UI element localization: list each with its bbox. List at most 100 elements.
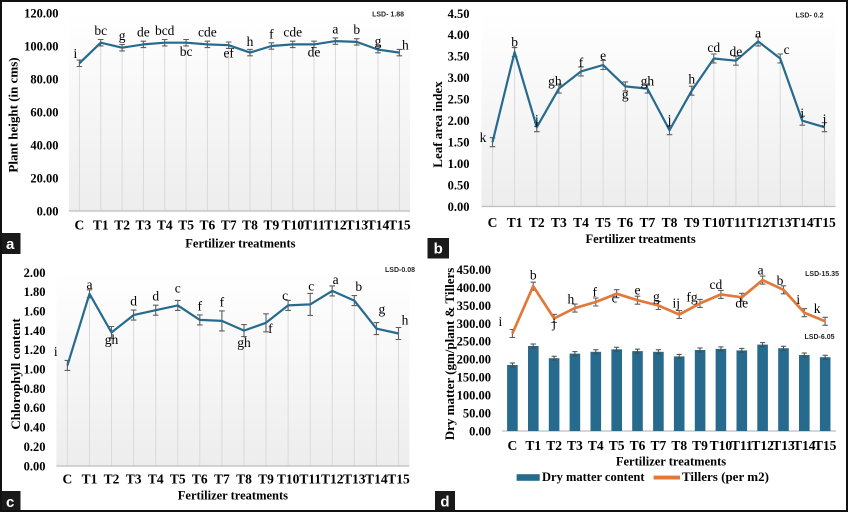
- svg-text:T14: T14: [367, 218, 390, 233]
- svg-text:Fertilizer treatments: Fertilizer treatments: [616, 454, 726, 468]
- svg-text:Dry matter (gm/plant & Tillers: Dry matter (gm/plant & Tillers: [442, 268, 457, 441]
- svg-text:T10: T10: [277, 472, 300, 487]
- svg-text:T15: T15: [814, 438, 837, 453]
- svg-text:d: d: [152, 289, 159, 304]
- svg-text:Plant height (in cms): Plant height (in cms): [6, 57, 21, 172]
- svg-text:f: f: [269, 26, 274, 41]
- svg-text:de: de: [730, 44, 743, 59]
- svg-text:T6: T6: [200, 218, 216, 233]
- svg-text:bcd: bcd: [155, 23, 175, 38]
- svg-text:60.00: 60.00: [30, 105, 58, 119]
- svg-text:LSD- 1.88: LSD- 1.88: [372, 12, 404, 19]
- svg-text:fg: fg: [686, 289, 697, 304]
- svg-text:e: e: [600, 48, 606, 63]
- svg-text:T8: T8: [671, 438, 687, 453]
- svg-text:200.00: 200.00: [457, 353, 491, 367]
- svg-text:T9: T9: [258, 472, 274, 487]
- svg-text:2.50: 2.50: [448, 93, 470, 107]
- svg-text:0.80: 0.80: [24, 382, 46, 396]
- svg-text:i: i: [74, 46, 78, 61]
- svg-text:e: e: [635, 283, 641, 298]
- svg-text:T2: T2: [104, 472, 120, 487]
- svg-text:T1: T1: [507, 215, 523, 230]
- svg-text:0.50: 0.50: [448, 178, 470, 192]
- svg-text:k: k: [814, 301, 821, 316]
- svg-text:0.00: 0.00: [24, 459, 46, 473]
- svg-text:T1: T1: [93, 218, 109, 233]
- svg-text:T14: T14: [791, 215, 814, 230]
- svg-text:T11: T11: [299, 472, 321, 487]
- svg-text:k: k: [480, 130, 487, 145]
- svg-text:T12: T12: [747, 215, 770, 230]
- svg-text:Leaf area index: Leaf area index: [430, 81, 445, 168]
- svg-text:b: b: [434, 241, 443, 258]
- svg-text:c: c: [612, 291, 618, 306]
- svg-text:Dry matter content: Dry matter content: [542, 470, 645, 484]
- svg-text:1.20: 1.20: [24, 343, 46, 357]
- svg-text:LSD- 0.2: LSD- 0.2: [795, 13, 823, 20]
- svg-text:T10: T10: [710, 438, 733, 453]
- svg-text:T13: T13: [769, 215, 792, 230]
- svg-text:T4: T4: [588, 438, 604, 453]
- svg-text:c: c: [784, 42, 790, 57]
- svg-text:c: c: [6, 494, 14, 511]
- svg-text:g: g: [622, 86, 629, 101]
- svg-text:b: b: [353, 22, 360, 37]
- svg-text:g: g: [653, 289, 660, 304]
- svg-text:b: b: [777, 273, 784, 288]
- svg-text:T3: T3: [136, 218, 152, 233]
- svg-text:gh: gh: [105, 332, 119, 347]
- svg-text:T15: T15: [388, 218, 411, 233]
- svg-text:C: C: [63, 472, 73, 487]
- svg-text:T5: T5: [178, 218, 194, 233]
- svg-text:j: j: [551, 315, 556, 330]
- svg-text:1.60: 1.60: [24, 305, 46, 319]
- svg-text:f: f: [198, 298, 203, 313]
- svg-text:T13: T13: [772, 438, 795, 453]
- svg-text:T2: T2: [546, 438, 562, 453]
- svg-text:gh: gh: [641, 74, 655, 89]
- svg-text:T6: T6: [617, 215, 633, 230]
- svg-text:T12: T12: [324, 218, 347, 233]
- svg-text:2.00: 2.00: [24, 266, 46, 280]
- svg-text:cde: cde: [198, 25, 217, 40]
- svg-text:c: c: [175, 280, 181, 295]
- svg-text:T11: T11: [731, 438, 753, 453]
- svg-text:i: i: [800, 106, 804, 121]
- svg-text:T7: T7: [221, 218, 237, 233]
- svg-text:T13: T13: [343, 472, 366, 487]
- svg-text:f: f: [268, 321, 273, 336]
- svg-text:T11: T11: [303, 218, 325, 233]
- svg-text:T14: T14: [793, 438, 816, 453]
- svg-text:ij: ij: [672, 296, 680, 311]
- svg-text:0.00: 0.00: [469, 424, 491, 438]
- svg-text:c: c: [308, 279, 314, 294]
- svg-text:450.00: 450.00: [457, 263, 491, 277]
- svg-text:T8: T8: [662, 215, 678, 230]
- svg-text:g: g: [119, 28, 126, 43]
- svg-text:j: j: [534, 112, 539, 127]
- svg-text:T1: T1: [82, 472, 98, 487]
- svg-text:h: h: [402, 313, 409, 328]
- svg-text:4.00: 4.00: [448, 28, 470, 42]
- svg-text:f: f: [593, 285, 598, 300]
- svg-text:T2: T2: [529, 215, 545, 230]
- svg-text:250.00: 250.00: [457, 335, 491, 349]
- svg-text:0.00: 0.00: [448, 200, 470, 214]
- svg-text:400.00: 400.00: [457, 281, 491, 295]
- svg-text:100.00: 100.00: [457, 389, 491, 403]
- svg-text:d: d: [440, 493, 449, 510]
- svg-text:f: f: [220, 294, 225, 309]
- svg-text:cde: cde: [283, 25, 302, 40]
- svg-text:0.00: 0.00: [37, 204, 59, 218]
- svg-text:a: a: [332, 21, 338, 36]
- svg-text:T5: T5: [170, 472, 186, 487]
- svg-text:Tillers (per m2): Tillers (per m2): [682, 469, 769, 484]
- svg-text:T8: T8: [236, 472, 252, 487]
- svg-text:1.00: 1.00: [24, 363, 46, 377]
- svg-text:a: a: [755, 25, 761, 40]
- svg-text:de: de: [308, 45, 321, 60]
- svg-text:T7: T7: [640, 215, 656, 230]
- svg-text:bc: bc: [180, 44, 193, 59]
- svg-text:h: h: [688, 72, 695, 87]
